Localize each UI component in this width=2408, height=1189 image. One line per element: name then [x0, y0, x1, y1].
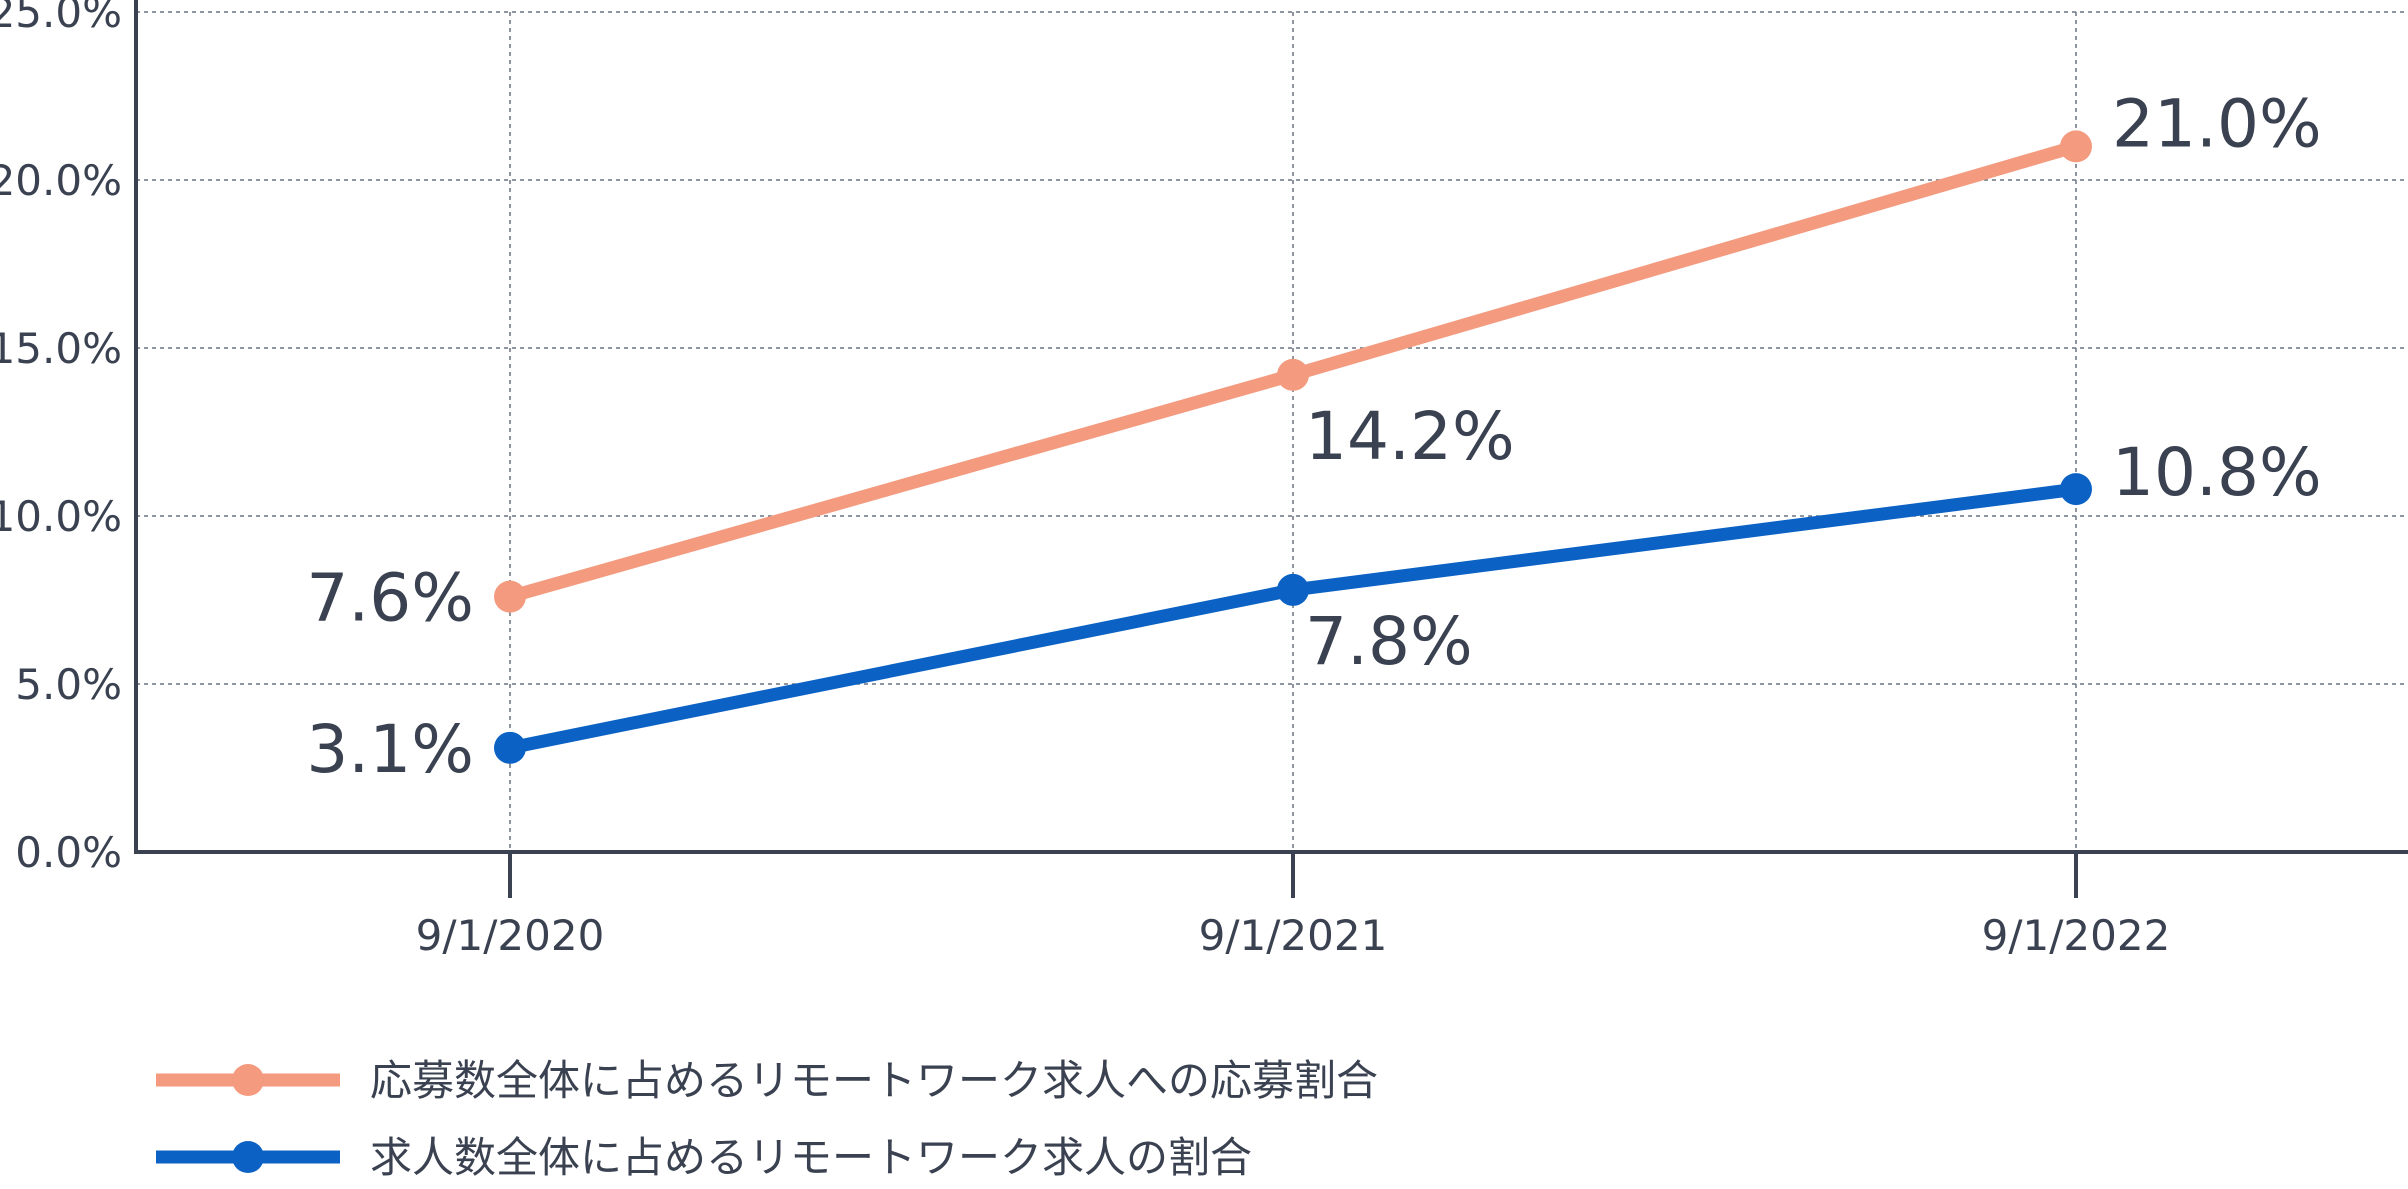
data-label-series-2: 7.8%	[1305, 603, 1473, 680]
data-label-series-2: 10.8%	[2112, 434, 2322, 511]
data-point-series-2	[494, 731, 526, 764]
x-tick-label: 9/1/2022	[1982, 911, 2171, 960]
data-label-series-2: 3.1%	[306, 711, 474, 788]
x-tick-label: 9/1/2021	[1199, 911, 1388, 960]
y-tick-label: 0.0%	[15, 828, 122, 877]
data-point-series-1	[494, 580, 526, 613]
data-point-series-2	[2060, 473, 2092, 506]
legend-label: 求人数全体に占めるリモートワーク求人の割合	[370, 1133, 1252, 1182]
y-tick-label: 20.0%	[0, 156, 122, 205]
data-label-series-1: 21.0%	[2112, 85, 2322, 162]
data-label-series-1: 7.6%	[306, 560, 474, 637]
data-point-series-2	[1277, 573, 1309, 606]
data-point-series-1	[1277, 358, 1309, 391]
series-lines	[494, 130, 2092, 764]
legend: 応募数全体に占めるリモートワーク求人への応募割合求人数全体に占めるリモートワーク…	[156, 1056, 1378, 1182]
y-tick-label: 5.0%	[15, 660, 122, 709]
y-tick-label: 25.0%	[0, 0, 122, 37]
data-label-series-1: 14.2%	[1305, 398, 1515, 475]
legend-label: 応募数全体に占めるリモートワーク求人への応募割合	[370, 1056, 1378, 1105]
legend-swatch-marker	[232, 1141, 264, 1173]
data-point-series-1	[2060, 130, 2092, 163]
y-tick-label: 15.0%	[0, 324, 122, 373]
data-labels: 7.6% 14.2% 21.0% 3.1% 7.8% 10.8%	[306, 85, 2321, 787]
x-tick-label: 9/1/2020	[416, 911, 605, 960]
y-tick-label: 10.0%	[0, 492, 122, 541]
legend-swatch-marker	[232, 1064, 264, 1096]
axes: 0.0% 5.0% 10.0% 15.0% 20.0% 25.0% 9/1/2020 9/1/…	[0, 0, 2408, 960]
